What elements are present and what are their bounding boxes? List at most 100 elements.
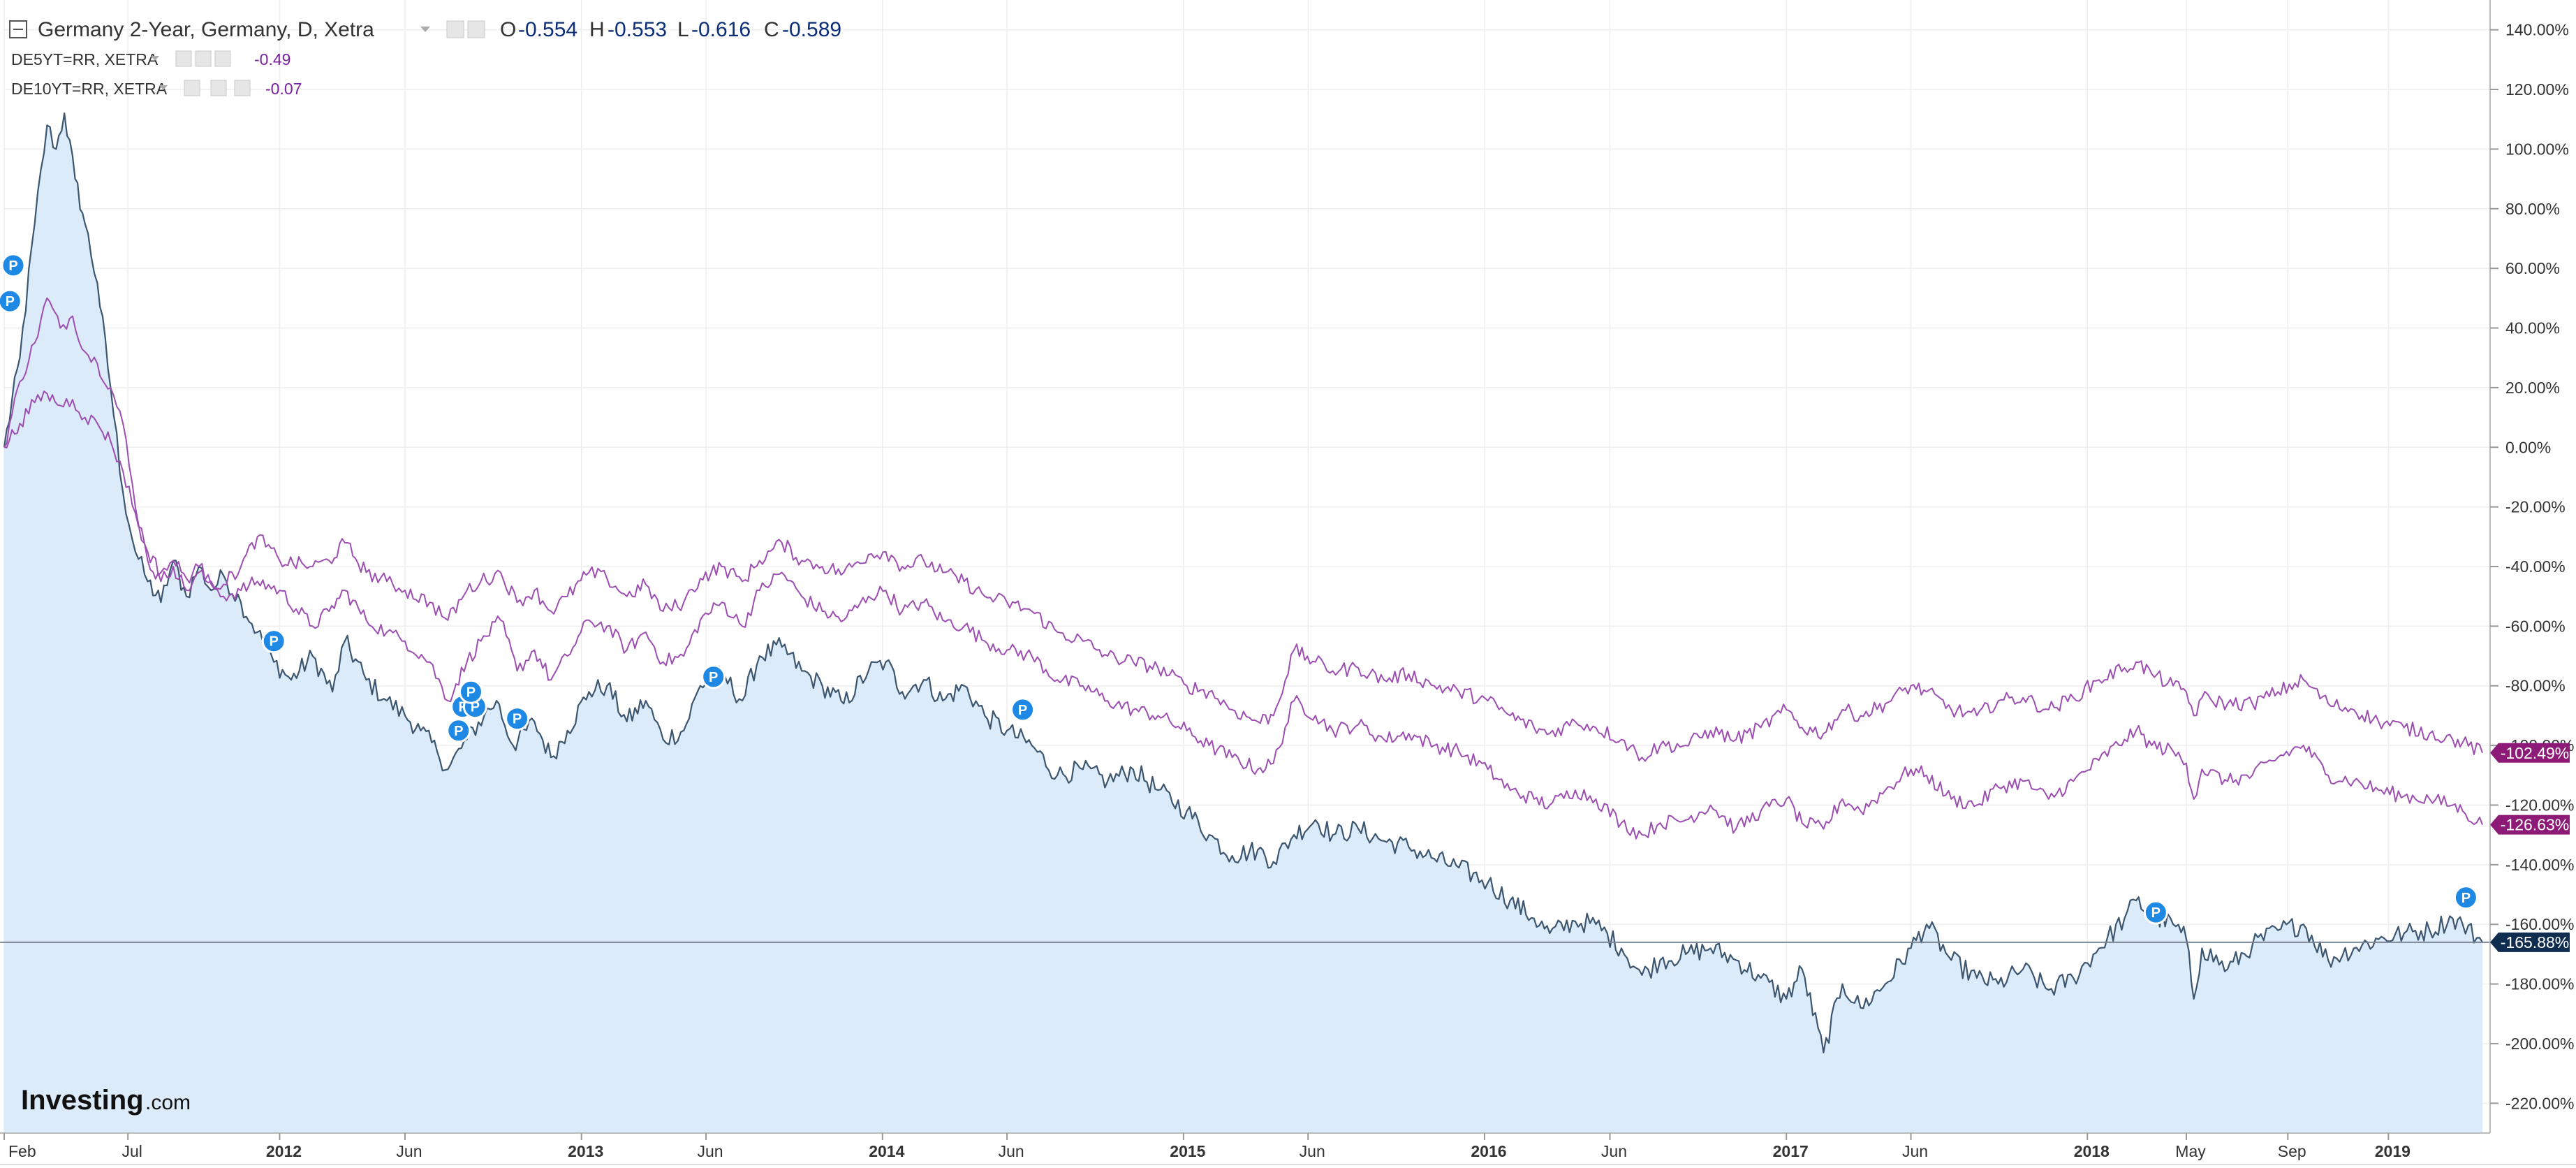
y-tick-label: 100.00% xyxy=(2505,140,2569,158)
event-marker-pin[interactable]: P xyxy=(505,706,530,731)
event-marker-label: P xyxy=(709,670,718,685)
event-marker-pin[interactable]: P xyxy=(446,718,471,743)
y-tick-label: -220.00% xyxy=(2505,1094,2574,1112)
event-marker-pin[interactable]: P xyxy=(1010,697,1036,722)
event-marker-label: P xyxy=(513,712,522,727)
x-tick-label: 2013 xyxy=(568,1142,603,1160)
event-marker-dot xyxy=(2143,900,2168,925)
event-marker-pin[interactable]: P xyxy=(2453,885,2478,910)
secondary-close-icon[interactable] xyxy=(234,80,251,96)
x-tick-label: Jun xyxy=(1300,1142,1325,1160)
brand-logo: Investing .com xyxy=(21,1085,191,1116)
event-marker-dot xyxy=(1,253,26,278)
open-label: O xyxy=(500,18,516,41)
y-tick-label: 0.00% xyxy=(2505,438,2551,456)
series-area xyxy=(4,113,2482,1134)
event-marker-dot xyxy=(261,629,286,654)
x-tick-label: 2018 xyxy=(2074,1142,2110,1160)
event-marker-dot xyxy=(1010,697,1036,722)
last-value-tag-label: -126.63% xyxy=(2501,816,2569,834)
y-tick-label: 60.00% xyxy=(2505,259,2560,277)
y-tick-label: -80.00% xyxy=(2505,677,2566,695)
high-label: H xyxy=(589,18,605,41)
legend-secondary-title: DE10YT=RR, XETRA xyxy=(11,80,168,98)
x-tick-label: 2019 xyxy=(2375,1142,2411,1160)
y-tick-label: 80.00% xyxy=(2505,200,2560,218)
secondary-dropdown-caret-icon[interactable] xyxy=(159,85,168,90)
x-tick-label: Jun xyxy=(1601,1142,1627,1160)
last-value-tag xyxy=(2490,932,2570,952)
main-dropdown-caret-icon[interactable] xyxy=(420,27,430,32)
brand-name: Investing xyxy=(21,1085,144,1116)
main-visibility-icon[interactable] xyxy=(446,20,464,38)
legend-main-title: Germany 2-Year, Germany, D, Xetra xyxy=(38,18,374,41)
event-marker-dot xyxy=(2453,885,2478,910)
y-tick-label: -40.00% xyxy=(2505,557,2566,576)
last-value-tag-label: -165.88% xyxy=(2501,933,2569,951)
x-tick-label: 2014 xyxy=(869,1142,904,1160)
event-marker-pin[interactable]: P xyxy=(1,253,26,278)
close-label: C xyxy=(764,18,779,41)
secondary-close-icon[interactable] xyxy=(214,50,231,67)
series-line[interactable] xyxy=(3,390,2483,762)
x-tick-label: 2017 xyxy=(1773,1142,1809,1160)
event-marker-label: P xyxy=(2151,905,2161,921)
low-label: L xyxy=(677,18,689,41)
x-tick-label: May xyxy=(2175,1142,2206,1160)
secondary-dropdown-caret-icon[interactable] xyxy=(151,56,159,61)
event-marker-dot xyxy=(0,289,22,314)
x-tick-label: Sep xyxy=(2278,1142,2306,1160)
event-marker-label: P xyxy=(2461,891,2471,906)
event-marker-label: P xyxy=(8,258,17,274)
series-line[interactable] xyxy=(3,297,2483,840)
y-tick-label: -60.00% xyxy=(2505,617,2566,635)
last-value-tag xyxy=(2490,743,2570,763)
event-marker-pin[interactable]: P xyxy=(458,679,483,704)
series-lines xyxy=(3,112,2483,1053)
event-marker-pin[interactable]: P xyxy=(261,629,286,654)
brand-suffix: .com xyxy=(145,1091,191,1114)
event-marker-label: P xyxy=(454,724,463,739)
x-tick-label: Jun xyxy=(1902,1142,1928,1160)
y-tick-label: -120.00% xyxy=(2505,796,2574,814)
x-axis-ticks: Feb Jul 2012 Jun 2013 Jun 2014 Jun 2015 Jun 2016 Ju… xyxy=(3,1133,2411,1160)
secondary-visibility-icon[interactable] xyxy=(184,80,200,96)
legend-main-row[interactable]: Germany 2-Year, Germany, D, Xetra O -0.5… xyxy=(9,18,841,41)
y-tick-label: 40.00% xyxy=(2505,319,2560,337)
event-marker-dot xyxy=(446,718,471,743)
event-marker-dot xyxy=(458,679,483,704)
y-tick-label: 120.00% xyxy=(2505,80,2569,98)
y-tick-label: -160.00% xyxy=(2505,915,2574,933)
x-tick-label: 2012 xyxy=(266,1142,302,1160)
secondary-settings-icon[interactable] xyxy=(195,50,212,67)
event-marker-dot xyxy=(505,706,530,731)
close-value: -0.589 xyxy=(782,18,841,41)
legend-secondary-value: -0.07 xyxy=(265,80,302,98)
event-marker-label: P xyxy=(6,294,15,309)
legend: Germany 2-Year, Germany, D, Xetra O -0.5… xyxy=(9,18,841,98)
x-tick-label: 2016 xyxy=(1471,1142,1506,1160)
y-tick-label: 20.00% xyxy=(2505,379,2560,397)
secondary-visibility-icon[interactable] xyxy=(175,50,192,67)
main-settings-icon[interactable] xyxy=(467,20,485,38)
legend-secondary-value: -0.49 xyxy=(254,50,290,68)
series-areas xyxy=(4,113,2482,1134)
high-value: -0.553 xyxy=(608,18,667,41)
secondary-settings-icon[interactable] xyxy=(210,80,227,96)
event-marker-pin[interactable]: P xyxy=(701,664,726,689)
legend-secondary-row-1[interactable]: DE10YT=RR, XETRA -0.07 xyxy=(11,80,302,98)
series-line[interactable] xyxy=(3,112,2483,1053)
legend-secondary-title: DE5YT=RR, XETRA xyxy=(11,50,159,68)
last-value-tag xyxy=(2490,815,2570,835)
legend-secondary-row-0[interactable]: DE5YT=RR, XETRA -0.49 xyxy=(11,50,290,68)
event-marker-pin[interactable]: P xyxy=(0,289,22,314)
y-tick-label: -180.00% xyxy=(2505,975,2574,993)
x-tick-label: Feb xyxy=(8,1142,36,1160)
last-value-tag-label: -102.49% xyxy=(2501,744,2569,762)
y-tick-label: -20.00% xyxy=(2505,498,2566,516)
x-tick-label: Jun xyxy=(999,1142,1024,1160)
event-marker-pin[interactable]: P xyxy=(2143,900,2168,925)
